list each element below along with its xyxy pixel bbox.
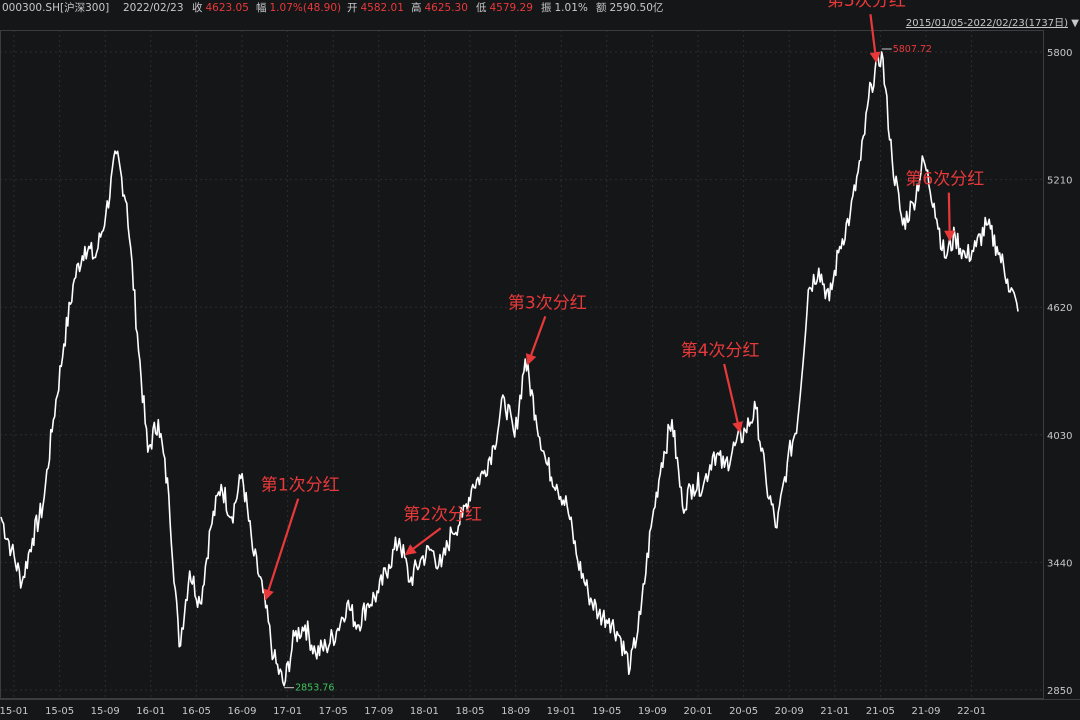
y-tick-label: 5210 bbox=[1047, 176, 1072, 187]
x-tick-label: 20-01 bbox=[683, 706, 712, 717]
dividend-arrow bbox=[530, 315, 547, 356]
change-field: 幅 1.07%(48.90) bbox=[256, 0, 341, 16]
x-tick-label: 16-05 bbox=[182, 706, 211, 717]
y-tick-label: 5800 bbox=[1047, 48, 1072, 59]
x-axis: 15-01 15-05 15-09 16-01 16-05 16-09 17-01 17-05… bbox=[0, 706, 986, 717]
amount-label: 额 bbox=[596, 2, 607, 14]
x-tick-label: 19-01 bbox=[547, 706, 576, 717]
dividend-arrow bbox=[947, 192, 951, 231]
x-tick-label: 21-05 bbox=[866, 706, 895, 717]
high-marker-label: 5807.72 bbox=[893, 44, 932, 55]
range-dropdown-icon[interactable]: ▼ bbox=[1071, 18, 1079, 29]
close-value: 4623.05 bbox=[205, 2, 249, 14]
close-field: 收 4623.05 bbox=[192, 0, 249, 16]
y-tick-label: 4030 bbox=[1047, 431, 1072, 442]
x-tick-label: 18-05 bbox=[455, 706, 484, 717]
series-layer bbox=[0, 51, 1019, 687]
x-tick-label: 15-09 bbox=[91, 706, 120, 717]
x-tick-label: 20-09 bbox=[775, 706, 804, 717]
amplitude-field: 振 1.01% bbox=[541, 0, 588, 16]
high-field: 高 4625.30 bbox=[411, 0, 468, 16]
x-tick-label: 15-01 bbox=[0, 706, 29, 717]
amount-field: 额 2590.50亿 bbox=[596, 0, 663, 16]
x-tick-label: 22-01 bbox=[957, 706, 986, 717]
y-tick-label: 2850 bbox=[1047, 686, 1072, 697]
x-tick-label: 21-01 bbox=[820, 706, 849, 717]
price-series-line bbox=[0, 51, 1019, 687]
low-marker-label: 2853.76 bbox=[295, 683, 334, 694]
grid bbox=[0, 30, 1043, 699]
x-tick-label: 18-01 bbox=[410, 706, 439, 717]
low-value: 4579.29 bbox=[489, 2, 533, 14]
dividend-arrow bbox=[723, 363, 739, 423]
low-label: 低 bbox=[476, 2, 487, 14]
y-tick-label: 3440 bbox=[1047, 558, 1072, 569]
plot-frame bbox=[0, 30, 1044, 699]
x-tick-label: 17-01 bbox=[273, 706, 302, 717]
dividend-annotation-label: 第5次分红 bbox=[827, 0, 906, 11]
quote-bar: 000300.SH[沪深300] 2022/02/23 收 4623.05 幅 1.… bbox=[0, 0, 1080, 16]
dividend-annotation-label: 第4次分红 bbox=[681, 341, 760, 361]
dividend-annotation-label: 第1次分红 bbox=[261, 476, 340, 496]
x-tick-label: 16-09 bbox=[227, 706, 256, 717]
dividend-arrow bbox=[267, 498, 300, 591]
dividend-annotation-label: 第2次分红 bbox=[403, 505, 482, 525]
y-tick-label: 4620 bbox=[1047, 303, 1072, 314]
dividend-arrow-head bbox=[525, 353, 537, 366]
open-label: 开 bbox=[347, 2, 358, 14]
open-value: 4582.01 bbox=[360, 2, 404, 14]
dividend-arrow-head bbox=[944, 230, 956, 242]
high-label: 高 bbox=[411, 2, 422, 14]
x-tick-label: 16-01 bbox=[136, 706, 165, 717]
symbol-label[interactable]: 000300.SH[沪深300] bbox=[2, 2, 110, 14]
x-tick-label: 21-09 bbox=[911, 706, 940, 717]
low-field: 低 4579.29 bbox=[476, 0, 533, 16]
amplitude-label: 振 bbox=[541, 2, 552, 14]
x-tick-label: 15-05 bbox=[45, 706, 74, 717]
x-tick-label: 19-05 bbox=[592, 706, 621, 717]
date-range-selector[interactable]: 2015/01/05-2022/02/23(1737日) bbox=[905, 18, 1068, 29]
amplitude-value: 1.01% bbox=[554, 2, 588, 14]
high-value: 4625.30 bbox=[424, 2, 468, 14]
x-tick-label: 20-05 bbox=[729, 706, 758, 717]
x-tick-label: 18-09 bbox=[501, 706, 530, 717]
x-tick-label: 17-05 bbox=[319, 706, 348, 717]
x-tick-label: 17-09 bbox=[364, 706, 393, 717]
change-value: 1.07%(48.90) bbox=[269, 2, 342, 14]
x-tick-label: 19-09 bbox=[638, 706, 667, 717]
dividend-arrow bbox=[869, 14, 877, 53]
change-label: 幅 bbox=[256, 2, 267, 14]
open-field: 开 4582.01 bbox=[347, 0, 404, 16]
amount-value: 2590.50亿 bbox=[609, 2, 664, 14]
dividend-annotation-label: 第6次分红 bbox=[905, 170, 984, 190]
extremes: 5807.72 2853.76 bbox=[284, 44, 932, 694]
close-label: 收 bbox=[192, 2, 203, 14]
dividend-arrow-head bbox=[732, 421, 744, 434]
dividend-arrow bbox=[412, 527, 442, 550]
dividend-arrow-head bbox=[869, 51, 881, 64]
date-label: 2022/02/23 bbox=[123, 2, 184, 14]
dividend-annotation-label: 第3次分红 bbox=[508, 293, 587, 313]
dividend-arrow-head bbox=[404, 544, 417, 556]
y-axis: 5800 5210 4620 4030 3440 2850 bbox=[1047, 48, 1072, 697]
dividend-arrow-head bbox=[263, 588, 274, 601]
